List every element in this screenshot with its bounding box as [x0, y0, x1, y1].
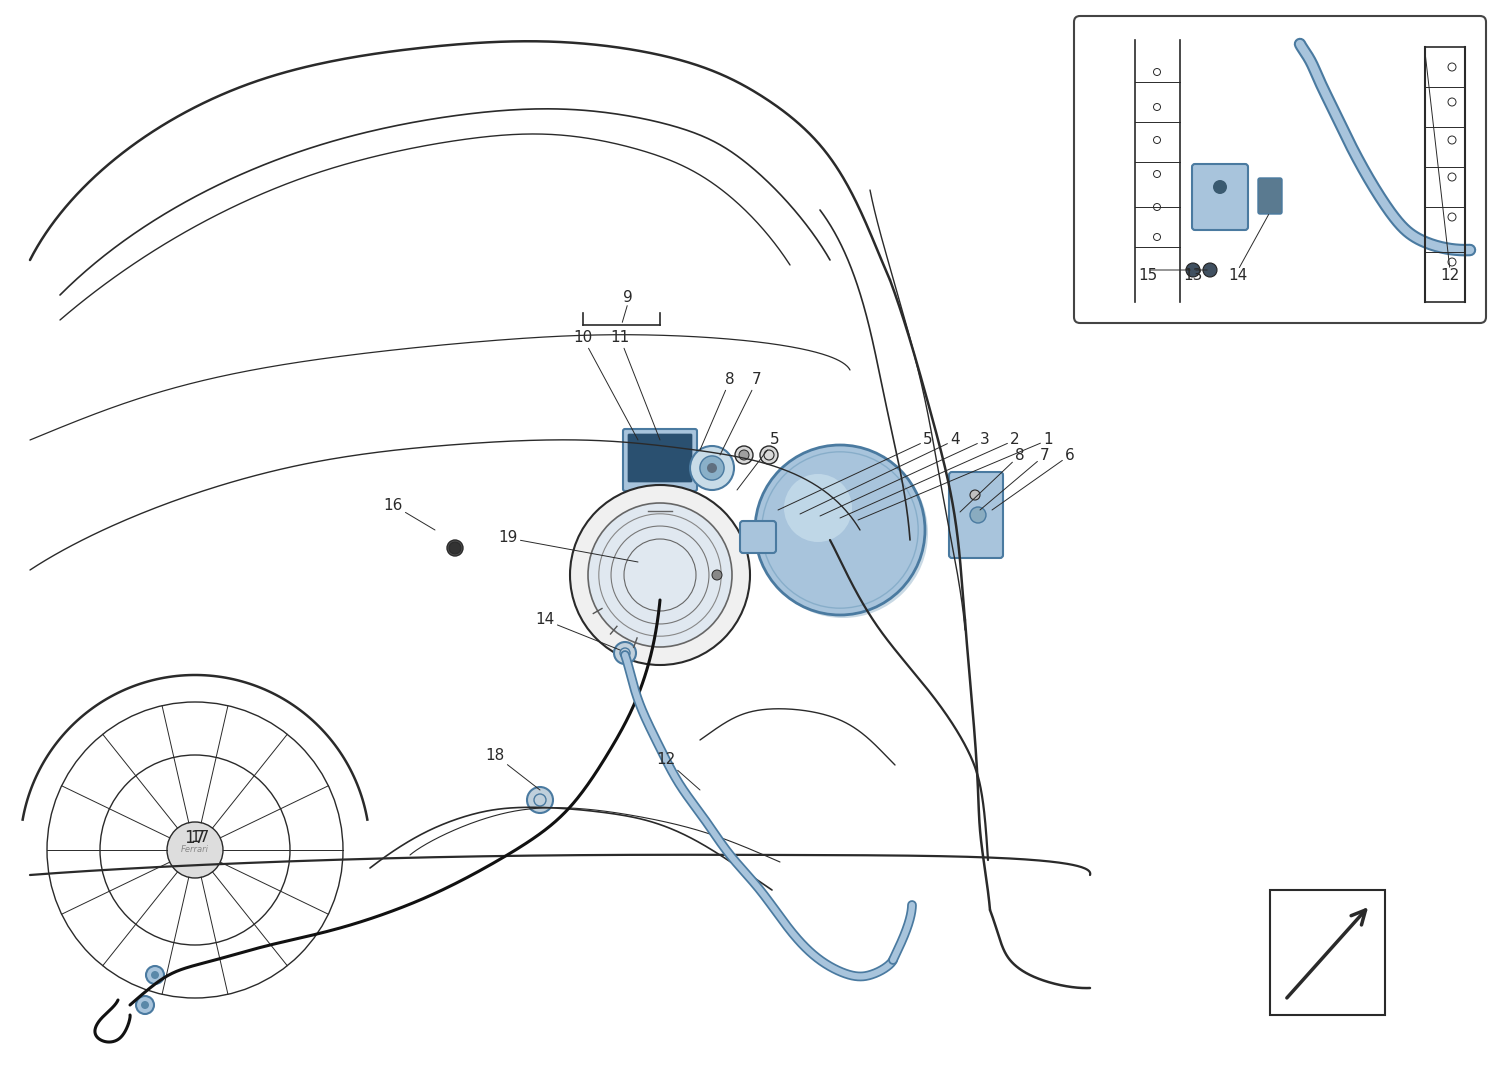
Circle shape	[690, 446, 734, 490]
Text: 18: 18	[486, 747, 540, 790]
Circle shape	[1154, 204, 1161, 210]
Circle shape	[141, 1001, 148, 1010]
Circle shape	[1448, 173, 1456, 181]
Circle shape	[970, 507, 986, 523]
Circle shape	[152, 971, 159, 979]
Text: 17: 17	[190, 831, 210, 845]
Text: 16: 16	[384, 498, 435, 530]
Text: 13: 13	[1184, 268, 1203, 282]
Circle shape	[1154, 233, 1161, 241]
Circle shape	[754, 445, 926, 615]
Circle shape	[448, 542, 460, 554]
FancyBboxPatch shape	[1192, 164, 1248, 230]
FancyBboxPatch shape	[1074, 16, 1486, 323]
Circle shape	[706, 463, 717, 473]
Circle shape	[1154, 103, 1161, 110]
Circle shape	[1448, 98, 1456, 106]
FancyBboxPatch shape	[628, 435, 692, 482]
Circle shape	[1154, 171, 1161, 178]
Text: 5: 5	[778, 432, 933, 510]
Circle shape	[1448, 213, 1456, 221]
Circle shape	[1186, 264, 1200, 277]
Text: 12: 12	[1440, 268, 1460, 282]
Text: Ferrari: Ferrari	[182, 845, 209, 855]
Text: 10: 10	[573, 330, 638, 440]
Circle shape	[1448, 136, 1456, 144]
Circle shape	[447, 540, 464, 556]
Circle shape	[588, 503, 732, 647]
Circle shape	[740, 450, 748, 460]
Text: 19: 19	[498, 530, 638, 562]
Circle shape	[526, 787, 554, 813]
Circle shape	[1154, 136, 1161, 144]
Circle shape	[146, 966, 164, 984]
Text: 5: 5	[736, 432, 780, 490]
Text: 9: 9	[622, 290, 633, 305]
Circle shape	[1154, 69, 1161, 75]
Text: 11: 11	[610, 330, 660, 440]
Text: 12: 12	[657, 752, 700, 790]
Text: 7: 7	[980, 448, 1050, 510]
Circle shape	[784, 474, 852, 542]
Circle shape	[1203, 264, 1216, 277]
FancyBboxPatch shape	[1258, 178, 1282, 215]
FancyBboxPatch shape	[740, 521, 776, 553]
Circle shape	[1448, 63, 1456, 71]
Circle shape	[758, 448, 928, 617]
Text: 6: 6	[992, 448, 1076, 510]
Circle shape	[735, 446, 753, 464]
FancyBboxPatch shape	[950, 472, 1004, 558]
Circle shape	[136, 996, 154, 1014]
Text: 1: 1	[858, 432, 1053, 521]
Text: 7: 7	[720, 372, 762, 455]
Circle shape	[712, 570, 722, 580]
Circle shape	[760, 446, 778, 464]
Text: 14: 14	[1228, 268, 1248, 282]
Circle shape	[614, 643, 636, 664]
FancyBboxPatch shape	[622, 429, 698, 491]
Text: 15: 15	[1138, 268, 1158, 282]
Text: 14: 14	[536, 612, 620, 650]
Circle shape	[166, 822, 224, 878]
Circle shape	[1448, 258, 1456, 266]
Circle shape	[970, 490, 980, 500]
Circle shape	[570, 485, 750, 665]
Text: 2: 2	[840, 432, 1020, 518]
Text: 8: 8	[960, 448, 1024, 512]
Circle shape	[700, 456, 724, 480]
Text: 17: 17	[184, 829, 206, 847]
Circle shape	[1214, 180, 1227, 194]
Text: 8: 8	[700, 372, 735, 450]
Text: 4: 4	[800, 432, 960, 514]
Text: 3: 3	[821, 432, 990, 516]
